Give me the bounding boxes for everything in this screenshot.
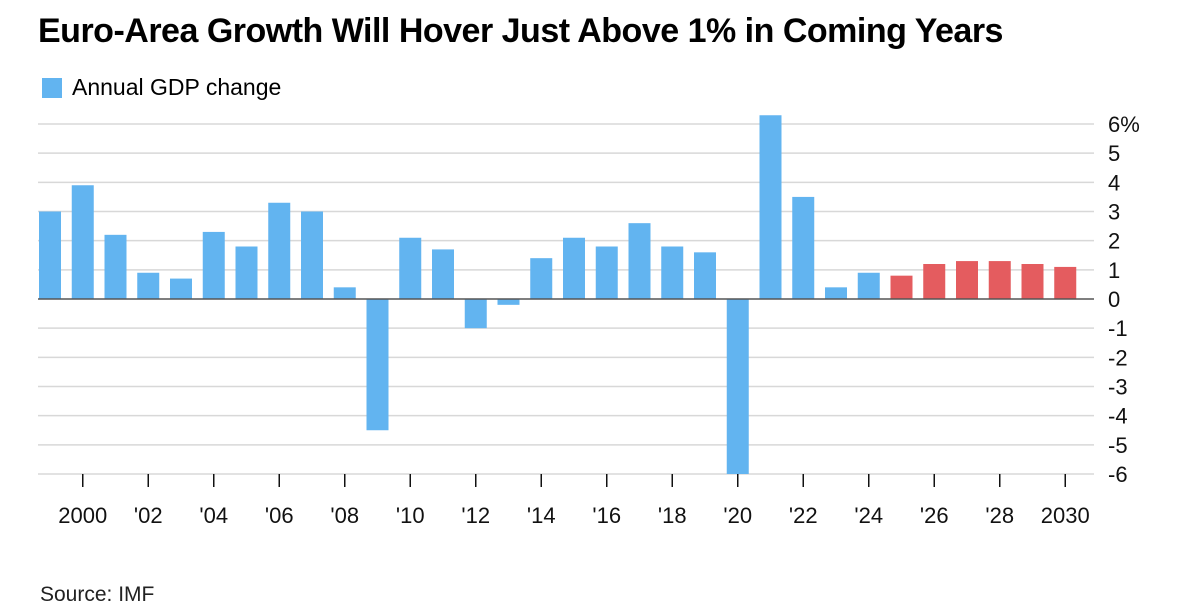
bar-2021 — [759, 115, 782, 299]
x-tick-label: '24 — [854, 503, 883, 528]
bar-2000 — [71, 185, 94, 299]
x-tick-label: '28 — [985, 503, 1014, 528]
bar-1999 — [39, 211, 61, 299]
y-tick-label: -2 — [1108, 345, 1128, 370]
y-tick-label: 3 — [1108, 200, 1120, 225]
y-tick-label: -3 — [1108, 375, 1128, 400]
bar-2024 — [857, 272, 880, 299]
source-note: Source: IMF — [40, 583, 155, 606]
bar-2006 — [268, 202, 291, 299]
bar-2030 — [1054, 266, 1077, 299]
legend: Annual GDP change — [42, 74, 281, 101]
bar-2002 — [137, 272, 160, 299]
chart-title: Euro-Area Growth Will Hover Just Above 1… — [38, 12, 1003, 50]
x-tick-label: '08 — [330, 503, 359, 528]
bar-2028 — [988, 261, 1011, 299]
bars — [39, 115, 1077, 474]
y-tick-label: -5 — [1108, 433, 1128, 458]
x-tick-label: 2000 — [58, 503, 107, 528]
x-tick-label: '12 — [461, 503, 490, 528]
bar-2023 — [825, 287, 847, 299]
y-tick-label: 6% — [1108, 112, 1140, 137]
x-tick-label: '16 — [592, 503, 621, 528]
bar-2013 — [497, 299, 520, 305]
bar-2020 — [726, 299, 749, 474]
bar-2017 — [628, 223, 651, 299]
y-tick-label: 1 — [1108, 258, 1120, 283]
bar-2022 — [792, 196, 815, 299]
bar-2001 — [104, 234, 127, 299]
bar-2012 — [464, 299, 487, 329]
x-tick-label: '22 — [789, 503, 818, 528]
y-tick-label: -6 — [1108, 462, 1128, 487]
x-tick-label: '02 — [134, 503, 163, 528]
bar-2007 — [301, 211, 323, 299]
y-tick-label: 2 — [1108, 229, 1120, 254]
x-tick-label: '26 — [920, 503, 949, 528]
bar-2005 — [235, 246, 258, 299]
y-tick-label: -1 — [1108, 316, 1128, 341]
x-tick-label: '18 — [658, 503, 687, 528]
bar-2029 — [1021, 264, 1044, 299]
x-tick-label: 2030 — [1041, 503, 1090, 528]
bar-2015 — [563, 237, 585, 299]
y-tick-label: 5 — [1108, 141, 1120, 166]
x-tick-label: '10 — [396, 503, 425, 528]
x-tick-label: '20 — [723, 503, 752, 528]
bar-2003 — [170, 278, 192, 299]
y-axis-labels: 6% 5 4 3 2 1 0 -1 -2 -3 -4 -5 -6 — [1108, 112, 1140, 487]
bar-2009 — [366, 299, 389, 431]
legend-swatch — [42, 77, 62, 98]
x-axis-ticks: 2000 '02 '04 '06 '08 '10 '12 '14 '16 '18 '20 '22 '24… — [58, 474, 1090, 528]
x-tick-label: '06 — [265, 503, 294, 528]
bar-2010 — [399, 237, 422, 299]
y-tick-label: -4 — [1108, 404, 1128, 429]
legend-label: Annual GDP change — [72, 74, 282, 100]
bar-2025 — [890, 275, 913, 299]
bar-2026 — [923, 264, 946, 299]
bar-2027 — [956, 261, 978, 299]
bar-2016 — [595, 246, 618, 299]
bar-2019 — [694, 252, 716, 299]
x-tick-label: '04 — [199, 503, 228, 528]
bar-2014 — [530, 258, 553, 299]
bar-2004 — [202, 231, 225, 299]
x-tick-label: '14 — [527, 503, 556, 528]
bar-2008 — [333, 287, 356, 299]
bar-2018 — [661, 246, 684, 299]
y-tick-label: 0 — [1108, 287, 1120, 312]
y-tick-label: 4 — [1108, 170, 1120, 195]
bar-2011 — [432, 249, 454, 299]
